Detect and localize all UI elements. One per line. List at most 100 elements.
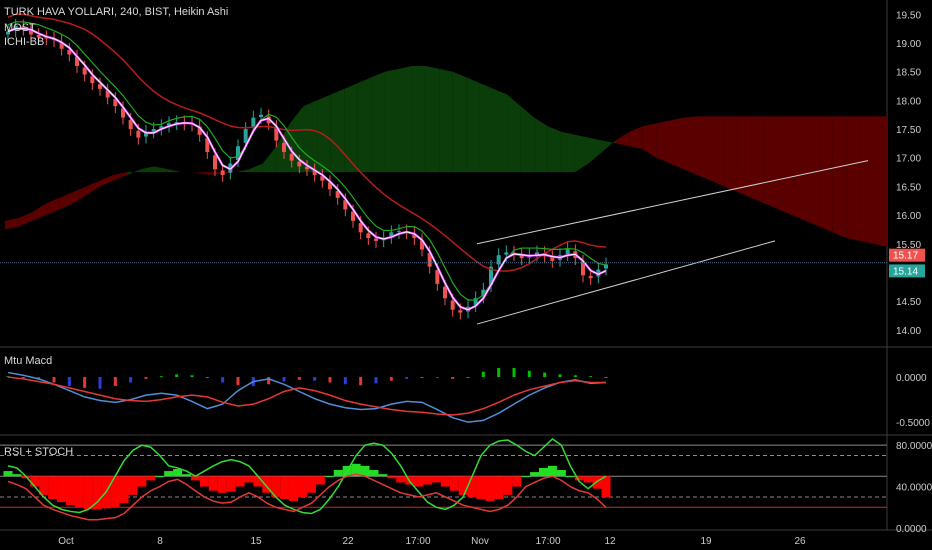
candle-body[interactable]: [489, 266, 493, 286]
rsi-fill-bar[interactable]: [226, 476, 236, 492]
candle-body[interactable]: [581, 261, 585, 276]
rsi-fill-bar[interactable]: [12, 474, 22, 477]
macd-histogram-bar[interactable]: [466, 377, 470, 379]
candle-body[interactable]: [205, 138, 210, 152]
rsi-fill-bar[interactable]: [244, 476, 254, 483]
candle-body[interactable]: [90, 76, 95, 84]
candle-body[interactable]: [128, 119, 133, 130]
rsi-fill-bar[interactable]: [182, 474, 192, 477]
candle-body[interactable]: [550, 257, 555, 261]
macd-histogram-bar[interactable]: [497, 368, 501, 378]
rsi-fill-bar[interactable]: [235, 476, 245, 487]
macd-histogram-bar[interactable]: [159, 376, 163, 378]
candle-body[interactable]: [366, 233, 371, 239]
candle-body[interactable]: [75, 56, 79, 66]
rsi-fill-bar[interactable]: [539, 467, 549, 477]
rsi-fill-bar[interactable]: [485, 476, 495, 502]
rsi-fill-bar[interactable]: [92, 476, 102, 510]
rsi-fill-bar[interactable]: [476, 476, 486, 500]
indicator-label-ichimoku[interactable]: ICHI-BB: [4, 36, 45, 48]
candle-body[interactable]: [136, 130, 141, 138]
rsi-fill-bar[interactable]: [74, 476, 84, 508]
macd-histogram-bar[interactable]: [527, 370, 531, 378]
rsi-fill-bar[interactable]: [199, 476, 209, 487]
candle-body[interactable]: [121, 108, 125, 118]
price-pane[interactable]: [0, 13, 887, 325]
rsi-fill-bar[interactable]: [378, 474, 388, 477]
macd-pane-label[interactable]: Mtu Macd: [4, 355, 53, 367]
macd-histogram-bar[interactable]: [267, 377, 271, 385]
rsi-fill-bar[interactable]: [217, 476, 227, 493]
candle-body[interactable]: [565, 249, 570, 255]
macd-histogram-bar[interactable]: [389, 377, 393, 381]
rsi-fill-bar[interactable]: [530, 472, 540, 477]
candle-body[interactable]: [496, 255, 501, 265]
macd-histogram-bar[interactable]: [113, 377, 117, 387]
rsi-fill-bar[interactable]: [431, 476, 441, 483]
macd-histogram-bar[interactable]: [313, 377, 317, 381]
macd-histogram-bar[interactable]: [6, 376, 10, 378]
rsi-fill-bar[interactable]: [262, 476, 272, 493]
rsi-fill-bar[interactable]: [253, 476, 263, 487]
rsi-fill-bar[interactable]: [360, 465, 370, 477]
candle-body[interactable]: [351, 211, 355, 221]
macd-histogram-bar[interactable]: [374, 377, 378, 384]
rsi-fill-bar[interactable]: [324, 476, 334, 478]
candle-body[interactable]: [443, 286, 447, 299]
rsi-fill-bar[interactable]: [440, 476, 450, 487]
macd-histogram-bar[interactable]: [205, 377, 209, 379]
candle-body[interactable]: [259, 114, 263, 118]
rsi-fill-bar[interactable]: [512, 476, 522, 487]
macd-histogram-bar[interactable]: [282, 377, 286, 382]
candle-body[interactable]: [289, 153, 294, 161]
rsi-fill-bar[interactable]: [351, 463, 361, 477]
rsi-fill-bar[interactable]: [119, 476, 129, 504]
macd-histogram-bar[interactable]: [435, 377, 439, 379]
candle-body[interactable]: [36, 34, 41, 38]
rsi-fill-bar[interactable]: [458, 476, 468, 495]
candle-body[interactable]: [167, 123, 171, 126]
candle-body[interactable]: [159, 126, 164, 129]
rsi-fill-bar[interactable]: [65, 476, 75, 506]
rsi-fill-bar[interactable]: [155, 476, 165, 478]
rsi-fill-bar[interactable]: [39, 476, 49, 495]
candle-body[interactable]: [305, 166, 309, 170]
macd-histogram-bar[interactable]: [420, 377, 424, 379]
macd-histogram-bar[interactable]: [98, 377, 102, 389]
rsi-fill-bar[interactable]: [48, 476, 58, 500]
rsi-fill-bar[interactable]: [565, 476, 575, 478]
kijun-line[interactable]: [7, 13, 607, 272]
macd-histogram-bar[interactable]: [67, 377, 71, 387]
rsi-fill-bar[interactable]: [369, 470, 379, 477]
macd-histogram-bar[interactable]: [359, 377, 363, 386]
macd-histogram-bar[interactable]: [129, 377, 133, 383]
candle-body[interactable]: [397, 231, 401, 233]
rsi-fill-bar[interactable]: [422, 476, 432, 485]
rsi-fill-bar[interactable]: [271, 476, 281, 497]
candle-body[interactable]: [389, 232, 394, 237]
channel-upper-line[interactable]: [476, 160, 869, 245]
candle-body[interactable]: [473, 298, 478, 306]
rsi-line[interactable]: [7, 473, 607, 521]
candle-body[interactable]: [604, 264, 608, 269]
macd-histogram-bar[interactable]: [21, 377, 25, 379]
candle-body[interactable]: [458, 310, 463, 313]
rsi-fill-bar[interactable]: [208, 476, 218, 491]
macd-histogram-bar[interactable]: [236, 377, 240, 386]
rsi-fill-bar[interactable]: [146, 476, 156, 481]
candle-body[interactable]: [82, 67, 87, 75]
rsi-fill-bar[interactable]: [547, 465, 557, 477]
signal-line[interactable]: [7, 376, 606, 416]
candle-body[interactable]: [481, 289, 486, 297]
candle-body[interactable]: [412, 233, 417, 239]
macd-histogram-bar[interactable]: [481, 371, 485, 378]
candle-body[interactable]: [113, 99, 118, 107]
macd-histogram-bar[interactable]: [543, 372, 547, 378]
stoch-line[interactable]: [7, 438, 607, 515]
macd-histogram-bar[interactable]: [604, 377, 608, 379]
rsi-fill-bar[interactable]: [306, 476, 316, 493]
rsi-fill-bar[interactable]: [449, 476, 459, 491]
macd-histogram-bar[interactable]: [144, 377, 148, 379]
rsi-fill-bar[interactable]: [503, 476, 513, 495]
